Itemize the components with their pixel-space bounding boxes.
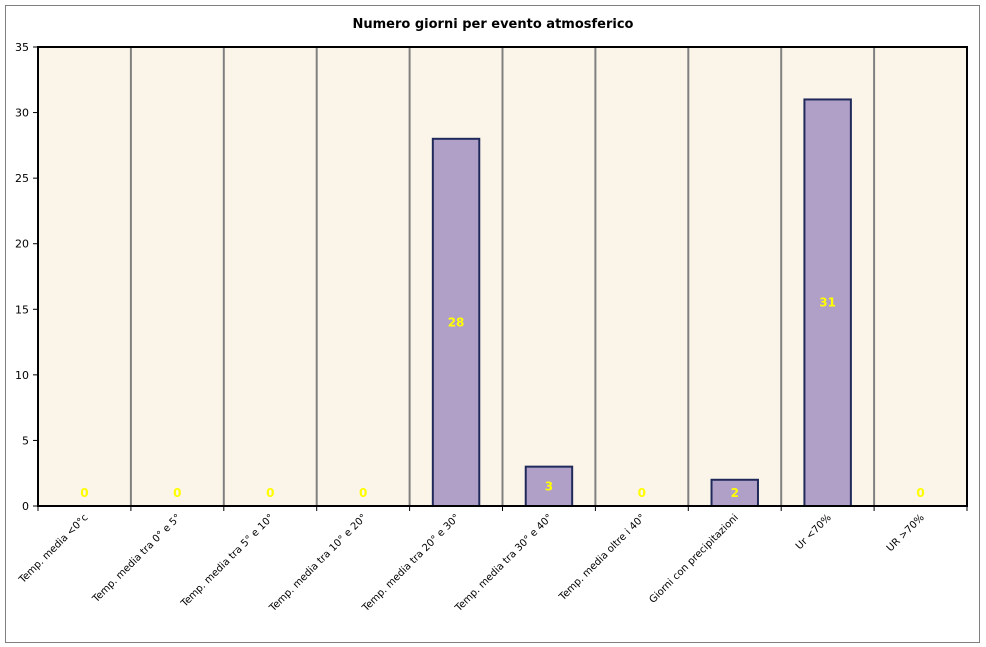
y-tick-label: 20 [15, 238, 29, 251]
y-tick-label: 10 [15, 369, 29, 382]
data-label: 0 [638, 486, 646, 500]
y-tick-label: 5 [22, 434, 29, 447]
y-tick-label: 35 [15, 41, 29, 54]
category-label: Temp. media tra 5° e 10° [179, 512, 277, 610]
y-tick-label: 25 [15, 172, 29, 185]
category-label: Temp. media <0°c [17, 512, 91, 586]
chart-title: Numero giorni per evento atmosferico [353, 17, 634, 32]
category-label: Temp. media tra 20° e 30° [360, 512, 462, 614]
category-label: Temp. media tra 30° e 40° [453, 512, 555, 614]
category-label: Giorni con precipitazioni [647, 512, 740, 605]
data-label: 31 [819, 296, 836, 310]
bar [431, 137, 481, 508]
category-label: UR >70% [885, 512, 927, 554]
category-label: Ur <70% [794, 512, 834, 552]
data-label: 3 [545, 479, 553, 493]
data-label: 0 [80, 486, 88, 500]
data-label: 0 [916, 486, 924, 500]
bar [803, 98, 852, 507]
category-label: Temp. media tra 0° e 5° [90, 512, 183, 605]
y-tick-label: 15 [15, 303, 29, 316]
bar [524, 465, 574, 507]
data-label: 28 [448, 315, 465, 329]
category-label: Temp. media tra 10° e 20° [267, 512, 369, 614]
data-label: 2 [731, 486, 739, 500]
data-label: 0 [173, 486, 181, 500]
y-tick-label: 30 [15, 107, 29, 120]
data-label: 0 [359, 486, 367, 500]
category-label: Temp. media oltre i 40° [557, 512, 648, 603]
data-label: 0 [266, 486, 274, 500]
y-tick-label: 0 [22, 500, 29, 513]
